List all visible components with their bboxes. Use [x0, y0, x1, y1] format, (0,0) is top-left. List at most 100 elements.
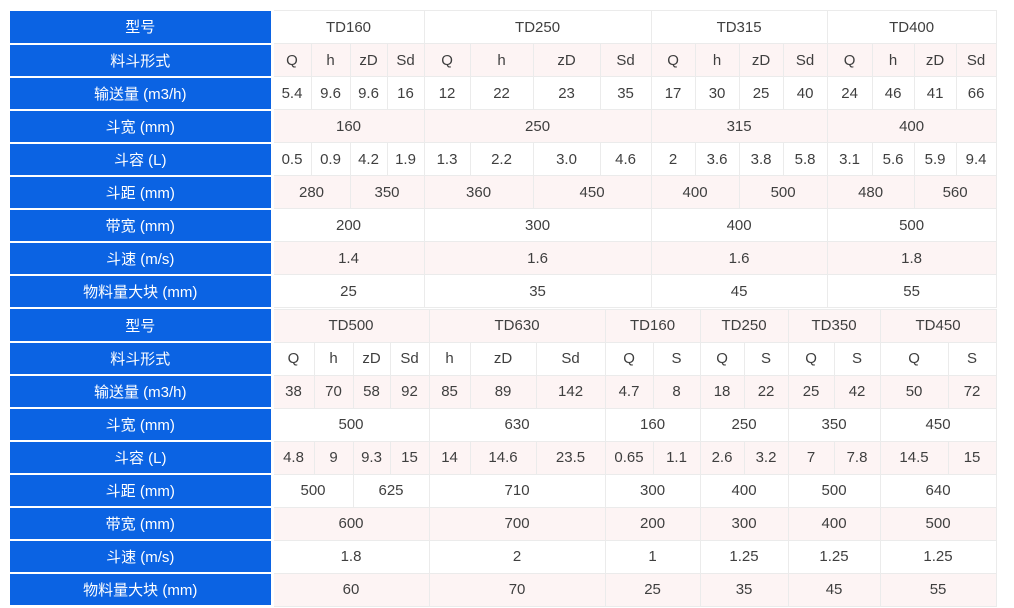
table-row: 型号 TD160 TD250 TD315 TD400 — [10, 10, 997, 45]
row-header: 物料量大块 (mm) — [10, 274, 274, 309]
value-cell: TD250 — [423, 10, 652, 44]
value-cell: Q — [604, 341, 654, 376]
value-cell: 5.8 — [782, 142, 828, 176]
value-cell: 24 — [826, 76, 873, 110]
row-header: 输送量 (m3/h) — [10, 375, 274, 409]
value-cell: Q — [879, 341, 949, 376]
value-cell: 360 — [423, 175, 534, 209]
row-header: 斗速 (m/s) — [10, 241, 274, 276]
value-cell: 9.6 — [310, 76, 351, 110]
value-cell: S — [833, 341, 881, 376]
value-cell: TD160 — [271, 10, 425, 44]
value-cell: 3.0 — [532, 142, 601, 176]
value-cell: Q — [826, 43, 873, 77]
value-cell: 14 — [428, 440, 471, 475]
value-cell: 2.6 — [699, 440, 745, 475]
value-cell: TD400 — [826, 10, 997, 44]
value-cell: 4.7 — [604, 374, 654, 409]
value-cell: 45 — [650, 274, 828, 308]
value-cell: 400 — [699, 473, 789, 508]
value-cell: 2.2 — [469, 142, 534, 176]
value-cell: 3.8 — [738, 142, 784, 176]
value-cell: 250 — [423, 109, 652, 143]
value-cell: 160 — [271, 109, 425, 143]
value-cell: 200 — [604, 506, 701, 541]
value-cell: Sd — [535, 341, 606, 376]
row-header: 型号 — [10, 10, 274, 45]
value-cell: 9 — [313, 440, 354, 475]
row-header: 斗容 (L) — [10, 142, 274, 177]
row-header: 型号 — [10, 309, 274, 343]
table-row: 斗速 (m/s) 1.4 1.6 1.6 1.8 — [10, 241, 997, 276]
row-header: 斗距 (mm) — [10, 175, 274, 210]
value-cell: h — [871, 43, 915, 77]
value-cell: 500 — [271, 407, 430, 442]
value-cell: TD160 — [604, 308, 701, 343]
value-cell: 2 — [428, 539, 606, 574]
value-cell: Q — [271, 43, 312, 77]
value-cell: 0.65 — [604, 440, 654, 475]
value-cell: 45 — [787, 572, 881, 607]
value-cell: 500 — [271, 473, 354, 508]
value-cell: 25 — [271, 274, 425, 308]
value-cell: 0.9 — [310, 142, 351, 176]
row-header: 斗速 (m/s) — [10, 540, 274, 574]
row-header: 带宽 (mm) — [10, 507, 274, 541]
value-cell: 250 — [699, 407, 789, 442]
value-cell: 710 — [428, 473, 606, 508]
value-cell: 7.8 — [833, 440, 881, 475]
value-cell: 25 — [604, 572, 701, 607]
value-cell: 1.25 — [787, 539, 881, 574]
value-cell: S — [743, 341, 789, 376]
value-cell: 350 — [349, 175, 425, 209]
value-cell: 400 — [650, 175, 740, 209]
value-cell: 14.5 — [879, 440, 949, 475]
value-cell: S — [947, 341, 997, 376]
value-cell: 58 — [352, 374, 391, 409]
value-cell: 3.1 — [826, 142, 873, 176]
value-cell: 1.6 — [650, 241, 828, 275]
value-cell: 18 — [699, 374, 745, 409]
value-cell: 55 — [826, 274, 997, 308]
value-cell: 300 — [699, 506, 789, 541]
value-cell: 630 — [428, 407, 606, 442]
value-cell: 40 — [782, 76, 828, 110]
row-header: 物料量大块 (mm) — [10, 573, 274, 607]
value-cell: 70 — [313, 374, 354, 409]
value-cell: TD450 — [879, 308, 997, 343]
value-cell: h — [310, 43, 351, 77]
value-cell: 450 — [532, 175, 652, 209]
value-cell: TD250 — [699, 308, 789, 343]
value-cell: 92 — [389, 374, 430, 409]
value-cell: 700 — [428, 506, 606, 541]
value-cell: 500 — [738, 175, 828, 209]
table-row: 斗距 (mm) 500 625 710 300 400 500 640 — [10, 473, 997, 508]
table-row: 斗距 (mm) 280 350 360 450 400 500 480 560 — [10, 175, 997, 210]
value-cell: 1 — [604, 539, 701, 574]
row-header: 料斗形式 — [10, 342, 274, 376]
value-cell: 25 — [738, 76, 784, 110]
value-cell: 400 — [787, 506, 881, 541]
row-header: 斗距 (mm) — [10, 474, 274, 508]
value-cell: 1.25 — [699, 539, 789, 574]
value-cell: TD630 — [428, 308, 606, 343]
value-cell: 85 — [428, 374, 471, 409]
value-cell: 35 — [699, 572, 789, 607]
table-row: 物料量大块 (mm) 25 35 45 55 — [10, 274, 997, 309]
value-cell: 14.6 — [469, 440, 537, 475]
value-cell: Sd — [389, 341, 430, 376]
value-cell: 70 — [428, 572, 606, 607]
value-cell: 15 — [947, 440, 997, 475]
value-cell: 5.9 — [913, 142, 957, 176]
value-cell: 350 — [787, 407, 881, 442]
value-cell: 1.3 — [423, 142, 471, 176]
value-cell: Sd — [955, 43, 997, 77]
value-cell: 35 — [599, 76, 652, 110]
value-cell: 315 — [650, 109, 828, 143]
value-cell: 625 — [352, 473, 430, 508]
